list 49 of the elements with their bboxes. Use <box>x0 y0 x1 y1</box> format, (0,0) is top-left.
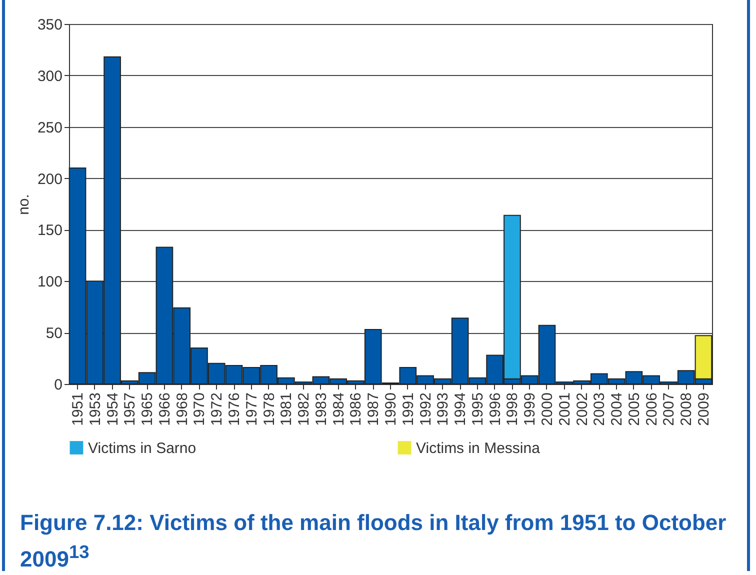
x-tick-label: 1977 <box>243 392 260 426</box>
x-tick-label: 1990 <box>382 392 400 426</box>
x-tick-label: 2001 <box>556 392 574 426</box>
y-tick-label: 100 <box>37 274 62 291</box>
x-tick-label: 2009 <box>695 392 712 426</box>
x-tick-label: 1996 <box>486 392 504 426</box>
y-tick-label: 300 <box>37 68 62 85</box>
x-tick-label: 1994 <box>452 392 470 426</box>
x-tick-label: 1953 <box>86 392 104 426</box>
x-tick-label: 1976 <box>226 392 244 426</box>
x-tick-label: 1999 <box>522 392 539 426</box>
text: Figure 7.12: Victims of the main floods in Italy from 1951 to October 2009$^{13}$ <box>20 509 728 574</box>
x-tick-label: 1987 <box>365 392 382 426</box>
y-tick-label: 50 <box>46 325 62 342</box>
x-tick-label: 1951 <box>70 392 87 426</box>
x-tick-label: 1998 <box>504 392 522 426</box>
x-tick-label: 1983 <box>312 392 330 426</box>
x-tick-label: 1984 <box>330 392 348 426</box>
x-tick-label: 1954 <box>104 392 122 426</box>
x-tick-label: 1992 <box>417 392 434 426</box>
y-tick-label: 250 <box>37 119 62 136</box>
x-tick-label: 2003 <box>591 392 608 426</box>
x-tick-label: 2002 <box>574 392 591 426</box>
y-tick-label: 350 <box>37 16 62 34</box>
y-tick-label: 150 <box>37 222 62 240</box>
x-tick-label: 1978 <box>260 392 278 426</box>
x-tick-label: 2006 <box>643 392 660 426</box>
x-tick-label: 2000 <box>538 392 556 426</box>
x-tick-label: 1982 <box>296 392 313 426</box>
x-tick-label: 2004 <box>608 392 626 426</box>
x-tick-label: 1970 <box>191 392 208 426</box>
x-tick-label: 2008 <box>678 392 696 426</box>
y-tick-label: 0 <box>54 376 62 394</box>
x-tick-label: 1995 <box>469 392 486 426</box>
x-tick-label: 1972 <box>208 392 226 426</box>
x-tick-label: 1981 <box>278 392 296 426</box>
x-tick-label: 1957 <box>122 392 139 426</box>
x-tick-label: 1991 <box>400 392 417 426</box>
x-tick-label: 1986 <box>348 392 365 426</box>
x-tick-label: 1993 <box>434 392 452 426</box>
legend-label: Victims in Sarno <box>88 440 196 457</box>
x-tick-label: 1968 <box>174 392 191 426</box>
x-tick-label: 2005 <box>626 392 643 426</box>
y-tick-label: 200 <box>37 170 62 188</box>
x-tick-label: 1966 <box>156 392 174 426</box>
y-axis-title: no. <box>15 194 32 215</box>
x-tick-label: 2007 <box>660 392 678 426</box>
legend-label: Victims in Messina <box>416 440 541 457</box>
x-tick-label: 1965 <box>139 392 156 426</box>
